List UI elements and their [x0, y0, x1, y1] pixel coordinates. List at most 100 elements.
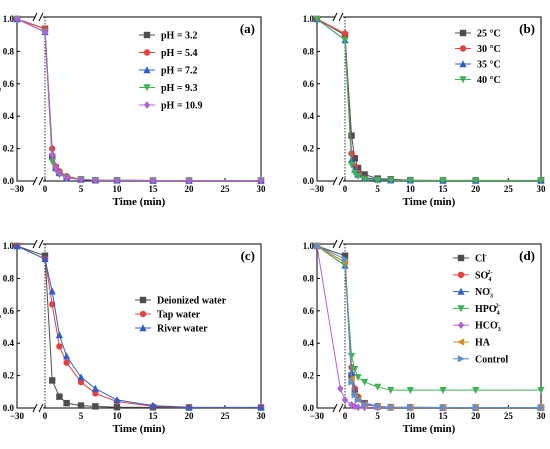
- y-tick-label: 0.8: [3, 46, 15, 56]
- legend-swatch-marker: [457, 305, 465, 313]
- y-tick-label: 0.4: [303, 111, 315, 121]
- y-tick-label: 0.0: [303, 176, 315, 186]
- axis-break-mark: [338, 239, 344, 249]
- data-point: [49, 151, 56, 159]
- data-point: [56, 393, 63, 400]
- x-tick-label: 0: [343, 184, 348, 194]
- data-point: [257, 176, 265, 185]
- y-tick-label: 0.2: [3, 371, 15, 381]
- y-tick-label: 0.6: [3, 79, 15, 89]
- legend-entry: SO42-: [475, 270, 492, 283]
- legend-entry: NO3-: [475, 287, 493, 300]
- data-point: [406, 177, 414, 185]
- x-tick-label: 30: [537, 184, 547, 194]
- data-point: [77, 378, 85, 386]
- axis-break-mark: [32, 403, 38, 413]
- data-point: [361, 401, 369, 409]
- x-tick-label: 5: [79, 411, 84, 421]
- y-tick-label: 1.0: [3, 241, 15, 251]
- y-axis-title: C/C0: [0, 315, 3, 338]
- data-point: [63, 173, 70, 182]
- series-line: [316, 245, 541, 409]
- data-point: [361, 378, 369, 386]
- y-tick-label: 0.8: [303, 273, 315, 283]
- data-point: [113, 403, 121, 411]
- y-tick-label: 1.0: [3, 14, 15, 24]
- legend-entry: pH = 5.4: [161, 48, 198, 59]
- legend-entry: HA: [475, 338, 491, 349]
- x-tick-label: 30: [257, 411, 267, 421]
- x-axis-title: Time (min): [403, 196, 456, 208]
- axis-break-gap: [35, 177, 43, 185]
- legend-swatch-marker: [459, 45, 467, 52]
- legend-entry-subscript: 4: [488, 277, 491, 283]
- legend-entry: 35 °C: [477, 60, 501, 71]
- data-point: [348, 132, 355, 139]
- x-tick-label: −30: [10, 411, 25, 421]
- legend-swatch-marker: [139, 296, 147, 304]
- data-point: [41, 28, 49, 36]
- legend-swatch-marker: [143, 66, 151, 74]
- data-point: [257, 403, 265, 411]
- data-point: [63, 399, 70, 407]
- data-point: [91, 384, 99, 392]
- x-axis-title: Time (min): [403, 423, 456, 435]
- legend-swatch-marker: [457, 254, 465, 262]
- data-point: [347, 352, 356, 360]
- axis-break-gap: [35, 13, 43, 21]
- data-point: [77, 373, 85, 381]
- series-3: [313, 242, 545, 411]
- x-tick-label: 25: [504, 411, 514, 421]
- legend-entry: pH = 3.2: [161, 31, 198, 42]
- axis-break-mark: [38, 239, 44, 249]
- axis-break-mark: [32, 239, 38, 249]
- x-tick-label: 20: [471, 184, 481, 194]
- x-tick-label: −30: [310, 411, 325, 421]
- legend: Deionized water Tap water River water: [135, 296, 227, 335]
- data-point: [337, 384, 344, 393]
- data-point: [92, 403, 99, 410]
- series-4: [313, 242, 545, 394]
- data-point: [361, 176, 369, 184]
- data-point: [472, 403, 480, 412]
- x-tick-label: −30: [10, 184, 25, 194]
- series-5: [13, 15, 265, 185]
- legend-entry: HPO42-: [475, 303, 501, 316]
- data-point: [341, 36, 349, 44]
- data-point: [113, 176, 121, 185]
- data-point: [341, 30, 349, 37]
- data-point: [472, 386, 480, 394]
- x-tick-label: 25: [504, 184, 514, 194]
- legend-entry-superscript: -: [497, 320, 499, 326]
- data-point: [351, 365, 359, 373]
- panel-label: (d): [519, 248, 535, 263]
- data-point: [313, 15, 321, 23]
- data-point: [341, 396, 349, 404]
- legend-entry: Tap water: [157, 310, 201, 321]
- y-tick-label: 0.8: [303, 46, 315, 56]
- data-point: [351, 391, 359, 399]
- data-point: [354, 396, 362, 404]
- axis-break-mark: [332, 239, 338, 249]
- legend-entry: 25 °C: [477, 29, 501, 40]
- axis-break-mark: [338, 176, 344, 186]
- y-tick-label: 0.2: [3, 144, 15, 154]
- panel-label: (a): [240, 21, 255, 36]
- legend-swatch-marker: [457, 321, 465, 329]
- data-point: [185, 403, 193, 411]
- data-point: [374, 383, 382, 391]
- y-tick-label: 0.0: [3, 176, 15, 186]
- axis-break-mark: [32, 12, 38, 22]
- data-point: [347, 161, 356, 169]
- panel-label: (b): [519, 21, 535, 36]
- axis-break-mark: [32, 176, 38, 186]
- x-tick-label: 15: [149, 184, 159, 194]
- legend-entry: 30 °C: [477, 44, 501, 55]
- data-point: [537, 403, 545, 412]
- y-tick-label: 0.6: [303, 306, 315, 316]
- data-point: [472, 177, 480, 185]
- data-point: [63, 359, 70, 366]
- y-tick-label: 0.2: [303, 371, 315, 381]
- plot-frame: [16, 16, 262, 182]
- data-point: [374, 402, 382, 410]
